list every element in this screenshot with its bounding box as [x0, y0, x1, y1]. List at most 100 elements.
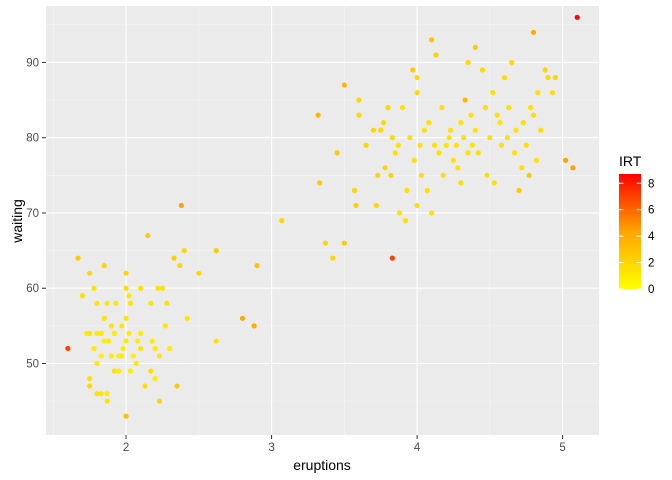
legend-tick-label: 8 — [648, 178, 654, 190]
data-point — [538, 127, 544, 133]
data-point — [487, 135, 493, 141]
data-point — [414, 74, 420, 81]
data-point — [424, 187, 430, 193]
data-point — [511, 150, 518, 156]
x-tick-label: 5 — [559, 442, 565, 454]
data-point — [315, 112, 321, 118]
data-point — [395, 142, 401, 148]
data-point — [123, 285, 129, 291]
data-point — [104, 300, 110, 306]
data-point — [101, 263, 107, 269]
data-point — [526, 172, 532, 178]
data-point — [116, 368, 122, 374]
data-point — [484, 172, 490, 178]
data-point — [469, 142, 475, 148]
data-point — [87, 330, 93, 336]
data-point — [156, 398, 163, 404]
data-point — [196, 270, 202, 276]
data-point — [450, 157, 457, 163]
legend-tick-label: 6 — [648, 205, 654, 217]
data-point — [341, 82, 347, 88]
data-point — [126, 330, 132, 336]
data-point — [111, 330, 117, 336]
data-point — [108, 353, 115, 359]
data-point — [562, 157, 569, 163]
legend-colorbar — [619, 174, 641, 289]
data-point — [123, 413, 129, 419]
data-point — [523, 142, 529, 148]
data-point — [465, 59, 471, 66]
data-point — [330, 255, 336, 261]
data-point — [491, 180, 497, 186]
data-point — [443, 142, 449, 148]
data-point — [123, 338, 129, 344]
data-point — [414, 89, 420, 96]
data-point — [142, 383, 148, 389]
data-point — [108, 323, 115, 329]
data-point — [98, 330, 104, 336]
data-point — [91, 285, 97, 291]
y-axis-title: waiting — [9, 199, 25, 244]
data-point — [404, 187, 410, 193]
data-point — [127, 368, 134, 374]
data-point — [381, 120, 387, 126]
data-point — [530, 112, 537, 118]
data-point — [433, 52, 439, 58]
data-point — [130, 353, 136, 359]
data-point — [392, 150, 398, 156]
data-point — [407, 135, 413, 141]
data-point — [506, 105, 512, 111]
data-point — [475, 150, 481, 156]
data-point — [353, 202, 359, 209]
data-point — [535, 89, 541, 96]
data-point — [429, 210, 435, 216]
x-tick-label: 4 — [414, 442, 421, 454]
data-point — [79, 293, 85, 299]
legend-tick-label: 2 — [648, 258, 654, 270]
data-point — [98, 353, 104, 359]
data-point — [341, 240, 347, 246]
data-point — [123, 315, 129, 321]
data-point — [184, 315, 190, 321]
data-point — [213, 248, 219, 254]
data-point — [440, 172, 446, 178]
data-point — [410, 67, 416, 73]
data-point — [504, 135, 510, 141]
data-point — [468, 112, 474, 118]
legend-title: IRT — [619, 153, 642, 169]
data-point — [545, 74, 551, 81]
data-point — [455, 165, 461, 171]
data-point — [137, 285, 144, 291]
data-point — [402, 217, 409, 224]
data-point — [482, 105, 489, 111]
data-point — [239, 315, 246, 321]
data-point — [501, 74, 508, 81]
data-point — [119, 323, 125, 329]
data-point — [254, 263, 260, 269]
data-point — [519, 165, 525, 171]
data-points — [65, 14, 580, 419]
data-point — [105, 338, 112, 344]
data-point — [516, 187, 522, 193]
data-point — [145, 232, 151, 239]
data-point — [382, 165, 388, 171]
data-point — [351, 187, 358, 193]
data-point — [251, 323, 257, 329]
data-point — [447, 127, 454, 133]
data-point — [411, 157, 417, 163]
data-point — [458, 120, 464, 126]
y-tick-label: 60 — [26, 283, 39, 295]
data-point — [570, 165, 576, 171]
data-point — [316, 180, 323, 186]
y-tick-label: 90 — [26, 57, 39, 69]
data-point — [356, 112, 362, 118]
data-point — [497, 120, 503, 126]
data-point — [479, 67, 486, 73]
data-point — [167, 345, 173, 352]
data-point — [101, 338, 107, 344]
data-point — [123, 270, 129, 276]
data-point — [87, 375, 93, 382]
x-axis: 2 3 4 5 — [123, 435, 566, 454]
data-point — [127, 300, 134, 306]
